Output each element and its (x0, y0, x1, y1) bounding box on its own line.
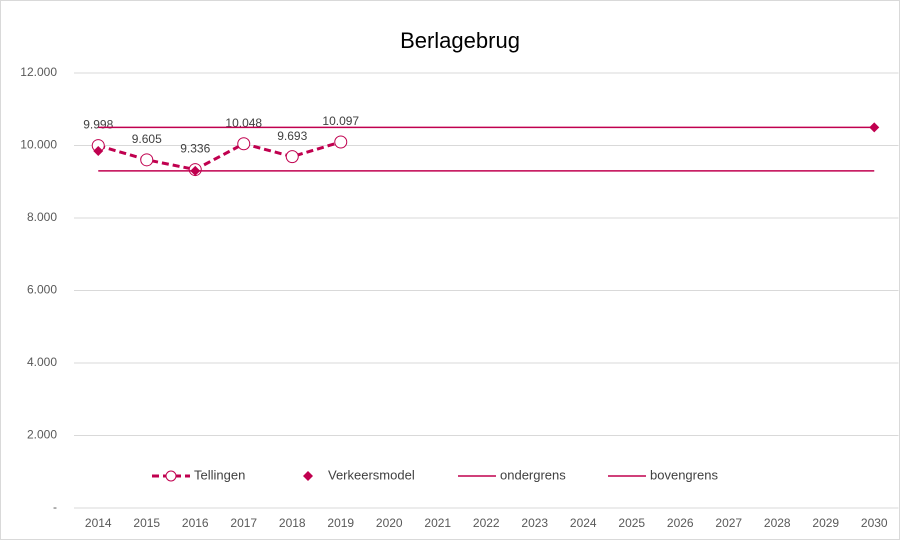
point-marker (334, 135, 348, 149)
x-tick-label: 2015 (133, 516, 160, 530)
x-tick-label: 2020 (376, 516, 403, 530)
x-tick-label: 2019 (327, 516, 354, 530)
x-tick-label: 2022 (473, 516, 500, 530)
data-label: 10.097 (322, 114, 359, 128)
point-marker (285, 150, 299, 164)
x-tick-label: 2025 (618, 516, 645, 530)
y-tick-label: 12.000 (20, 65, 57, 79)
data-label: 9.605 (132, 132, 162, 146)
x-tick-label: 2024 (570, 516, 597, 530)
data-label: 9.693 (277, 129, 307, 143)
legend-label: Tellingen (194, 467, 245, 482)
y-tick-label: - (53, 500, 57, 514)
x-tick-label: 2021 (424, 516, 451, 530)
data-label: 9.998 (83, 118, 113, 132)
data-label: 9.336 (180, 142, 210, 156)
y-tick-label: 8.000 (27, 210, 57, 224)
x-tick-label: 2018 (279, 516, 306, 530)
point-marker (93, 145, 104, 156)
point-marker (237, 137, 251, 151)
point-marker (140, 153, 154, 167)
y-tick-label: 2.000 (27, 428, 57, 442)
x-tick-label: 2029 (812, 516, 839, 530)
x-tick-label: 2014 (85, 516, 112, 530)
legend-label: bovengrens (650, 467, 718, 482)
series-line (97, 140, 342, 172)
y-tick-label: 10.000 (20, 138, 57, 152)
y-tick-label: 6.000 (27, 283, 57, 297)
legend-swatch (165, 470, 177, 482)
y-tick-label: 4.000 (27, 355, 57, 369)
x-tick-label: 2027 (715, 516, 742, 530)
x-tick-label: 2017 (230, 516, 257, 530)
x-tick-label: 2026 (667, 516, 694, 530)
x-tick-label: 2030 (861, 516, 888, 530)
data-label: 10.048 (225, 116, 262, 130)
legend-swatch (303, 471, 313, 481)
x-tick-label: 2028 (764, 516, 791, 530)
x-tick-label: 2016 (182, 516, 209, 530)
legend-label: Verkeersmodel (328, 467, 415, 482)
x-tick-label: 2023 (521, 516, 548, 530)
legend-label: ondergrens (500, 467, 566, 482)
chart-title: Berlagebrug (400, 28, 520, 53)
